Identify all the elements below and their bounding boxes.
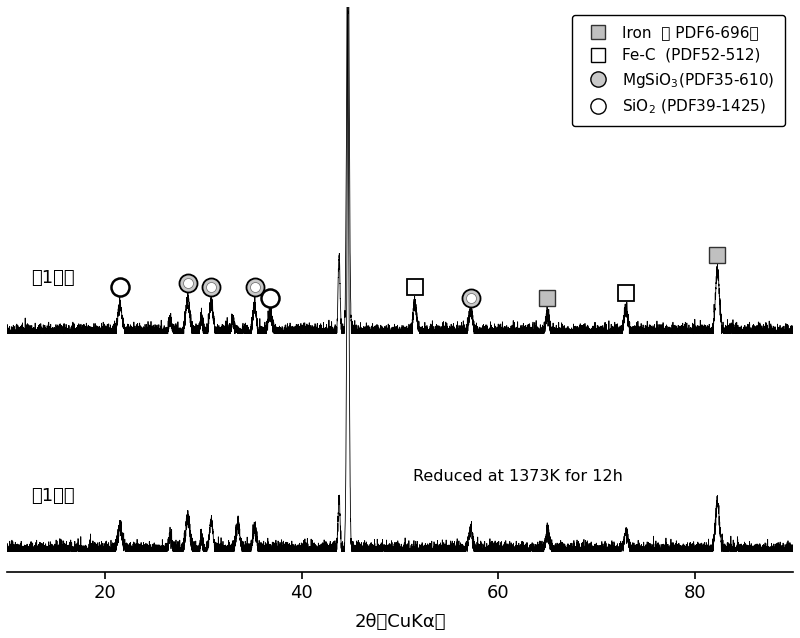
Text: 碁1选前: 碁1选前 [31, 487, 75, 505]
Legend: Iron  （ PDF6-696）, Fe-C  (PDF52-512), MgSiO$_3$(PDF35-610), SiO$_2$ (PDF39-1425): Iron （ PDF6-696）, Fe-C (PDF52-512), MgSi… [572, 15, 786, 126]
Text: 碁1选后: 碁1选后 [31, 269, 75, 287]
X-axis label: 2θ（CuKα）: 2θ（CuKα） [354, 613, 446, 631]
Text: Reduced at 1373K for 12h: Reduced at 1373K for 12h [413, 469, 623, 484]
